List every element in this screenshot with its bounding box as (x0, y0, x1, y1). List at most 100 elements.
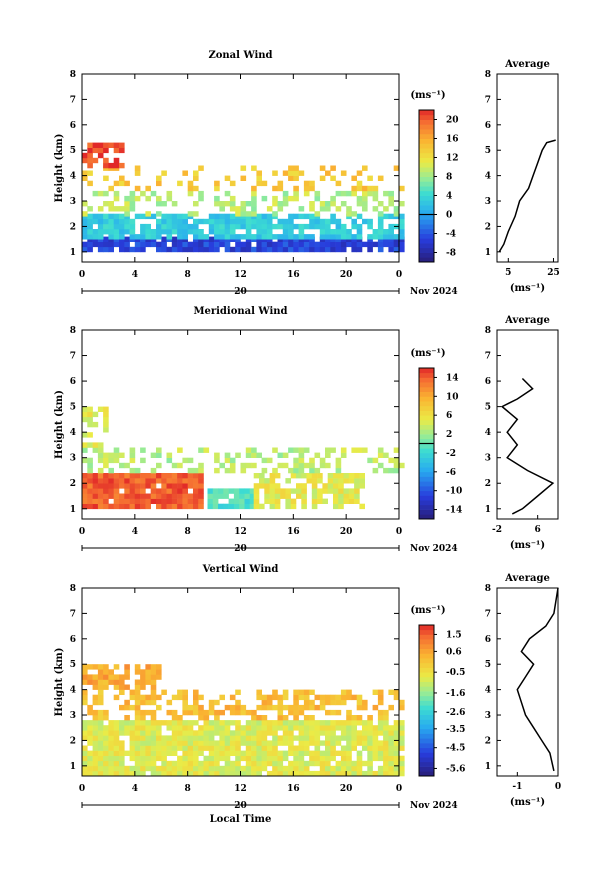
heatmap-cell (351, 190, 357, 197)
heatmap-cell (113, 483, 120, 489)
heatmap-cell (245, 462, 252, 469)
heatmap-cell (277, 246, 284, 253)
heatmap-cell (251, 725, 257, 731)
heatmap-cell (314, 218, 321, 225)
heatmap-cell (182, 760, 188, 767)
heatmap-cell (182, 699, 188, 706)
heatmap-cell (346, 765, 352, 772)
heatmap-cell (388, 735, 394, 741)
heatmap-cell (367, 241, 373, 248)
heatmap-cell (124, 720, 130, 726)
heatmap-cell (330, 229, 336, 235)
colorbar (418, 109, 437, 263)
heatmap-cell (198, 488, 204, 494)
heatmap-cell (108, 488, 114, 494)
heatmap-cell (134, 664, 141, 670)
heatmap-cell (272, 185, 278, 192)
heatmap-cell (140, 699, 146, 706)
heatmap-cell (187, 229, 194, 235)
heatmap-cell (383, 190, 389, 197)
heatmap-cell (285, 478, 291, 484)
heatmap-cell (82, 201, 88, 207)
heatmap-cell (351, 218, 357, 225)
heatmap-cell (193, 760, 199, 767)
heatmap-cell (161, 246, 167, 253)
heatmap-cell (309, 699, 315, 706)
heatmap-cell (129, 503, 136, 510)
heatmap-cell (303, 241, 310, 248)
heatmap-cell (256, 720, 262, 726)
x-tick-label: 0 (79, 784, 85, 794)
heatmap-cell (124, 493, 130, 499)
heatmap-cell (119, 770, 125, 777)
heatmap-cell (377, 715, 384, 721)
heatmap-cell (212, 488, 219, 494)
heatmap-cell (235, 699, 241, 706)
heatmap-cell (103, 755, 109, 762)
heatmap-cell (219, 745, 225, 751)
heatmap-cell (298, 720, 305, 726)
heatmap-cell (166, 493, 173, 499)
heatmap-cell (156, 720, 162, 726)
heatmap-cell (362, 725, 368, 731)
heatmap-cell (383, 229, 389, 235)
heatmap-cell (354, 478, 360, 484)
avg-x-tick-label: -1 (512, 782, 522, 792)
heatmap-cell (372, 190, 379, 197)
heatmap-cell (393, 725, 400, 731)
heatmap-cell (103, 218, 109, 225)
heatmap-cell (383, 760, 389, 767)
colorbar-swatch (419, 119, 434, 125)
colorbar-tick-label: -1.6 (446, 689, 465, 699)
heatmap-cell (256, 246, 262, 253)
heatmap-cell (150, 689, 157, 695)
heatmap-cell (150, 684, 157, 690)
heatmap-cell (251, 709, 257, 716)
heatmap-cell (372, 689, 379, 695)
heatmap-cell (187, 745, 194, 751)
heatmap-cell (330, 218, 336, 225)
panel-2 (81, 329, 559, 551)
heatmap-cell (272, 467, 278, 474)
x-tick-label: 16 (287, 784, 300, 794)
heatmap-cell (87, 674, 93, 680)
colorbar-tick-label: -10 (446, 487, 462, 497)
y-tick-label: 8 (70, 326, 76, 336)
heatmap-cell (182, 229, 188, 235)
heatmap-cell (393, 447, 400, 453)
heatmap-cell (92, 142, 99, 148)
heatmap-cell (140, 694, 146, 701)
heatmap-cell (150, 740, 157, 746)
heatmap-cell (224, 190, 231, 197)
heatmap-cell (156, 234, 162, 240)
heatmap-cell (343, 488, 350, 494)
heatmap-cell (245, 770, 252, 777)
heatmap-cell (282, 735, 289, 741)
heatmap-cell (177, 218, 183, 225)
heatmap-cell (319, 229, 326, 235)
heatmap-cell (346, 740, 352, 746)
heatmap-cell (161, 483, 167, 489)
heatmap-cell (150, 770, 157, 777)
heatmap-cell (134, 498, 141, 504)
heatmap-cell (256, 213, 262, 220)
heatmap-cell (129, 457, 136, 464)
heatmap-cell (208, 755, 215, 762)
heatmap-cell (182, 498, 188, 504)
heatmap-cell (203, 745, 210, 751)
heatmap-cell (272, 765, 278, 772)
heatmap-cell (298, 755, 305, 762)
heatmap-cell (288, 467, 294, 474)
heatmap-cell (298, 760, 305, 767)
heatmap-cell (119, 503, 125, 510)
avg-y-tick-label: 2 (485, 222, 491, 232)
y-tick-label: 7 (70, 609, 76, 619)
heatmap-cell (177, 234, 183, 240)
heatmap-cell (187, 211, 194, 217)
heatmap-cell (261, 180, 268, 187)
heatmap-cell (140, 229, 146, 235)
heatmap-cell (314, 750, 321, 756)
colorbar-tick-label: -8 (446, 249, 456, 259)
heatmap-cell (92, 493, 99, 499)
heatmap-cell (97, 442, 104, 448)
